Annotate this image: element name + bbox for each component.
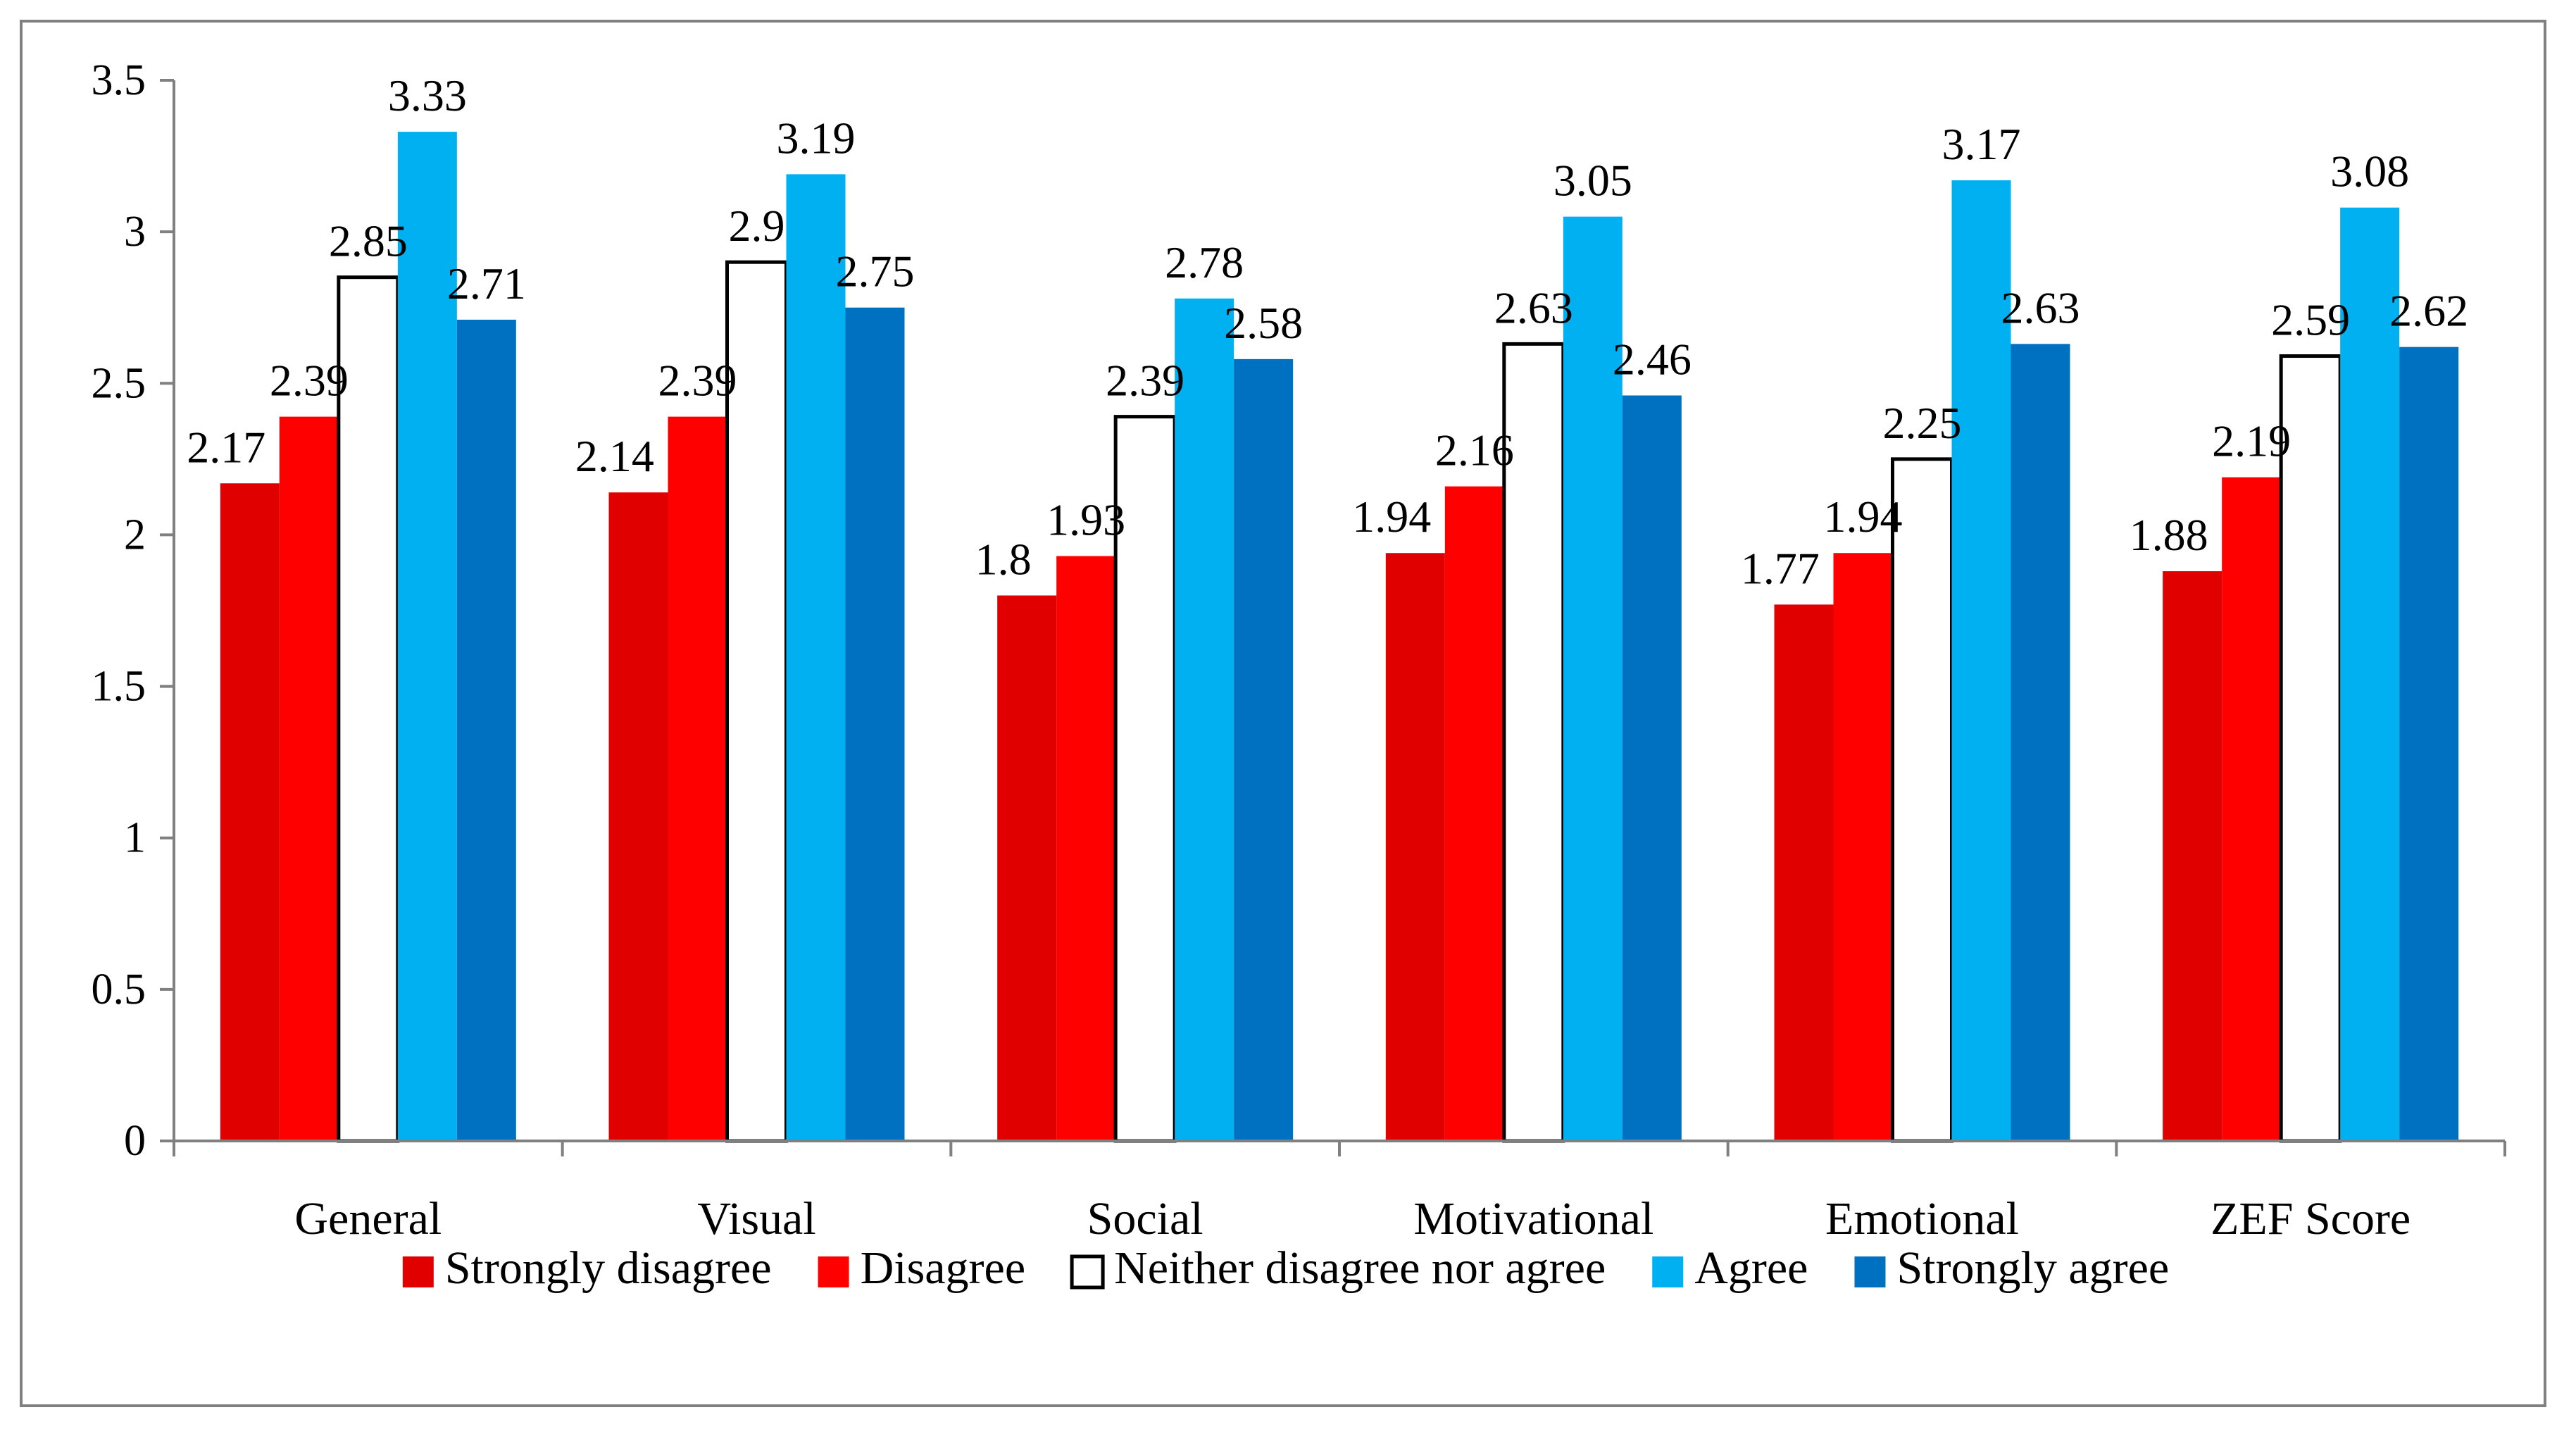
bar-neither-disagree-nor-agree-emotional (1891, 457, 1953, 1143)
data-label: 1.94 (1824, 492, 1903, 542)
legend-swatch (1070, 1254, 1105, 1290)
bar-strongly-agree-motivational (1622, 395, 1682, 1142)
y-tick-label: 1 (124, 814, 146, 862)
chart-frame: 0 0.5 1 1.5 2 2.5 3 3.5 General Visual Social Motiv… (20, 20, 2546, 1407)
data-label: 2.39 (1106, 356, 1184, 406)
bar-strongly-agree-emotional (2011, 344, 2070, 1141)
data-label: 1.8 (975, 534, 1032, 584)
legend-label: Strongly agree (1896, 1242, 2169, 1294)
legend-item-strongly-disagree: Strongly disagree (402, 1242, 772, 1294)
data-label: 2.58 (1224, 298, 1303, 348)
data-label: 1.93 (1046, 495, 1125, 545)
legend-swatch (818, 1256, 849, 1287)
data-label: 2.71 (447, 258, 526, 308)
bar-disagree-social (1056, 556, 1116, 1141)
bar-neither-disagree-nor-agree-zef-score (2279, 354, 2342, 1143)
data-label: 2.63 (2001, 282, 2080, 332)
data-label: 2.75 (836, 247, 915, 297)
bar-strongly-disagree-general (220, 483, 280, 1141)
bar-strongly-disagree-visual (608, 492, 668, 1141)
data-label: 2.25 (1883, 398, 1962, 448)
legend-item-neither-disagree-nor-agree: Neither disagree nor agree (1070, 1242, 1606, 1294)
y-tick-label: 0.5 (92, 966, 146, 1013)
x-tick-label: Motivational (1413, 1193, 1653, 1244)
data-label: 3.17 (1942, 119, 2021, 169)
bar-strongly-disagree-zef-score (2163, 571, 2222, 1141)
legend-item-agree: Agree (1652, 1242, 1808, 1294)
data-label: 2.59 (2271, 295, 2350, 345)
data-label: 3.08 (2330, 146, 2409, 196)
bar-strongly-agree-zef-score (2399, 347, 2459, 1142)
legend-label: Disagree (861, 1242, 1026, 1294)
data-label: 2.78 (1165, 237, 1244, 287)
axes-layer: 0 0.5 1 1.5 2 2.5 3 3.5 General Visual Social Motiv… (92, 56, 2506, 1244)
data-label: 3.33 (388, 70, 467, 120)
bar-chart: 0 0.5 1 1.5 2 2.5 3 3.5 General Visual Social Motiv… (92, 56, 2506, 1294)
data-label: 3.19 (777, 113, 856, 163)
data-label: 2.46 (1613, 334, 1692, 384)
legend-swatch (402, 1256, 434, 1287)
data-label: 2.39 (270, 356, 349, 406)
legend-label: Strongly disagree (445, 1242, 772, 1294)
bar-neither-disagree-nor-agree-visual (725, 260, 788, 1143)
legend-item-strongly-agree: Strongly agree (1854, 1242, 2169, 1294)
data-label: 2.19 (2212, 416, 2291, 466)
data-label: 2.16 (1435, 425, 1514, 475)
bar-agree-social (1175, 298, 1234, 1142)
bar-strongly-agree-general (456, 319, 516, 1141)
y-tick-label: 2 (124, 511, 146, 559)
bar-disagree-zef-score (2222, 477, 2282, 1141)
y-tick-label: 2.5 (92, 359, 146, 407)
legend-swatch (1854, 1256, 1886, 1287)
x-tick-label: Social (1087, 1193, 1203, 1244)
bar-disagree-general (279, 416, 339, 1141)
legend-label: Agree (1694, 1242, 1808, 1294)
data-label: 2.62 (2389, 286, 2468, 336)
bar-strongly-disagree-social (997, 595, 1057, 1141)
y-tick-label: 3.5 (92, 56, 146, 104)
data-label: 2.17 (187, 422, 265, 472)
legend-item-disagree: Disagree (818, 1242, 1026, 1294)
y-tick-label: 1.5 (92, 663, 146, 711)
data-label: 1.77 (1741, 543, 1820, 593)
data-label: 1.88 (2130, 510, 2208, 560)
bar-agree-emotional (1951, 180, 2011, 1142)
data-label: 2.9 (729, 201, 785, 251)
bar-agree-zef-score (2340, 207, 2400, 1142)
bar-agree-general (397, 132, 457, 1142)
legend-swatch (1652, 1256, 1684, 1287)
y-tick-label: 0 (124, 1117, 146, 1165)
data-labels-layer: 2.172.392.853.332.712.142.392.93.192.751… (187, 70, 2468, 593)
bar-neither-disagree-nor-agree-general (337, 275, 400, 1143)
x-tick-label: General (294, 1193, 442, 1244)
bar-agree-motivational (1563, 216, 1622, 1142)
bar-disagree-visual (668, 416, 727, 1141)
bars-layer (220, 132, 2459, 1143)
data-label: 2.39 (658, 356, 737, 406)
data-label: 2.14 (575, 431, 654, 481)
data-label: 1.94 (1352, 492, 1431, 542)
bar-disagree-emotional (1833, 553, 1893, 1141)
bar-strongly-agree-visual (845, 307, 905, 1141)
x-tick-label: ZEF Score (2211, 1193, 2411, 1244)
legend: Strongly disagree Disagree Neither disagre… (402, 1242, 2169, 1294)
data-label: 2.85 (329, 216, 408, 266)
bar-strongly-disagree-motivational (1385, 553, 1445, 1141)
data-label: 2.63 (1494, 282, 1573, 332)
bar-neither-disagree-nor-agree-motivational (1502, 342, 1565, 1143)
bar-neither-disagree-nor-agree-social (1113, 415, 1177, 1143)
data-label: 3.05 (1553, 156, 1632, 206)
bar-agree-visual (786, 174, 846, 1142)
bar-strongly-disagree-emotional (1774, 604, 1834, 1141)
legend-label: Neither disagree nor agree (1114, 1242, 1606, 1294)
x-tick-label: Visual (697, 1193, 815, 1244)
y-tick-label: 3 (124, 208, 146, 256)
bar-strongly-agree-social (1234, 358, 1294, 1142)
bar-disagree-motivational (1444, 486, 1504, 1141)
x-tick-label: Emotional (1825, 1193, 2019, 1244)
